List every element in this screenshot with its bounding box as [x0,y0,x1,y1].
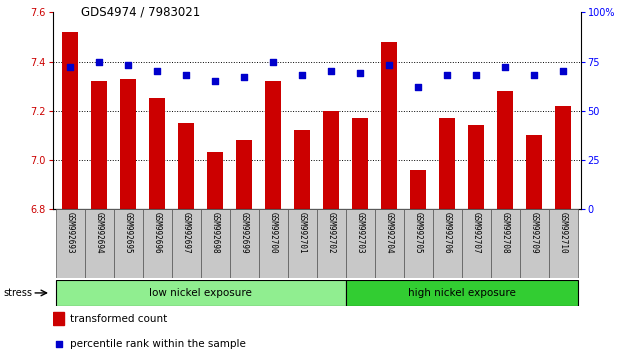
Bar [53,312,65,325]
FancyBboxPatch shape [520,209,549,278]
Text: GSM992695: GSM992695 [124,212,133,254]
Bar [207,152,223,209]
FancyBboxPatch shape [491,209,520,278]
FancyBboxPatch shape [549,209,578,278]
Text: transformed count: transformed count [70,314,167,324]
Point [413,84,423,90]
Text: GSM992703: GSM992703 [356,212,365,254]
Point [94,59,104,64]
Text: GSM992706: GSM992706 [443,212,451,254]
Point [326,69,336,74]
Point [123,63,133,68]
Text: GSM992701: GSM992701 [297,212,307,254]
Bar [497,91,513,209]
Text: GSM992699: GSM992699 [240,212,248,254]
FancyBboxPatch shape [346,280,578,306]
FancyBboxPatch shape [171,209,201,278]
FancyBboxPatch shape [346,209,374,278]
FancyBboxPatch shape [56,280,346,306]
Text: GSM992707: GSM992707 [472,212,481,254]
Point [53,341,63,347]
Bar [149,98,165,209]
FancyBboxPatch shape [84,209,114,278]
Bar [236,140,252,209]
Text: low nickel exposure: low nickel exposure [149,288,252,298]
Text: GSM992709: GSM992709 [530,212,539,254]
Text: GSM992704: GSM992704 [385,212,394,254]
Bar [324,111,339,209]
Point [268,59,278,64]
FancyBboxPatch shape [288,209,317,278]
Bar [381,42,397,209]
FancyBboxPatch shape [143,209,171,278]
Bar [352,118,368,209]
Text: high nickel exposure: high nickel exposure [408,288,515,298]
Text: GSM992696: GSM992696 [153,212,161,254]
FancyBboxPatch shape [56,209,84,278]
Bar [555,106,571,209]
FancyBboxPatch shape [230,209,259,278]
Text: GSM992698: GSM992698 [211,212,220,254]
Text: percentile rank within the sample: percentile rank within the sample [70,339,245,349]
Text: GSM992694: GSM992694 [94,212,104,254]
Bar [526,135,542,209]
Bar [265,81,281,209]
Point [471,73,481,78]
FancyBboxPatch shape [374,209,404,278]
FancyBboxPatch shape [462,209,491,278]
Point [211,78,220,84]
Text: GSM992693: GSM992693 [66,212,75,254]
Text: GSM992708: GSM992708 [501,212,510,254]
Point [239,74,249,80]
Point [355,70,365,76]
Bar [120,79,136,209]
Text: GDS4974 / 7983021: GDS4974 / 7983021 [81,5,200,18]
Point [558,69,568,74]
FancyBboxPatch shape [114,209,143,278]
FancyBboxPatch shape [433,209,462,278]
Point [297,73,307,78]
FancyBboxPatch shape [404,209,433,278]
Bar [178,123,194,209]
Text: GSM992700: GSM992700 [269,212,278,254]
Text: GSM992702: GSM992702 [327,212,336,254]
Point [501,64,510,70]
Point [529,73,539,78]
Point [152,69,162,74]
Point [181,73,191,78]
Text: GSM992697: GSM992697 [182,212,191,254]
FancyBboxPatch shape [259,209,288,278]
Point [384,63,394,68]
FancyBboxPatch shape [317,209,346,278]
Bar [294,130,310,209]
Text: GSM992710: GSM992710 [559,212,568,254]
Bar [91,81,107,209]
FancyBboxPatch shape [201,209,230,278]
Bar [62,32,78,209]
Bar [410,170,426,209]
Text: stress: stress [3,288,32,298]
Bar [439,118,455,209]
Bar [468,125,484,209]
Text: GSM992705: GSM992705 [414,212,423,254]
Point [65,64,75,70]
Point [442,73,452,78]
